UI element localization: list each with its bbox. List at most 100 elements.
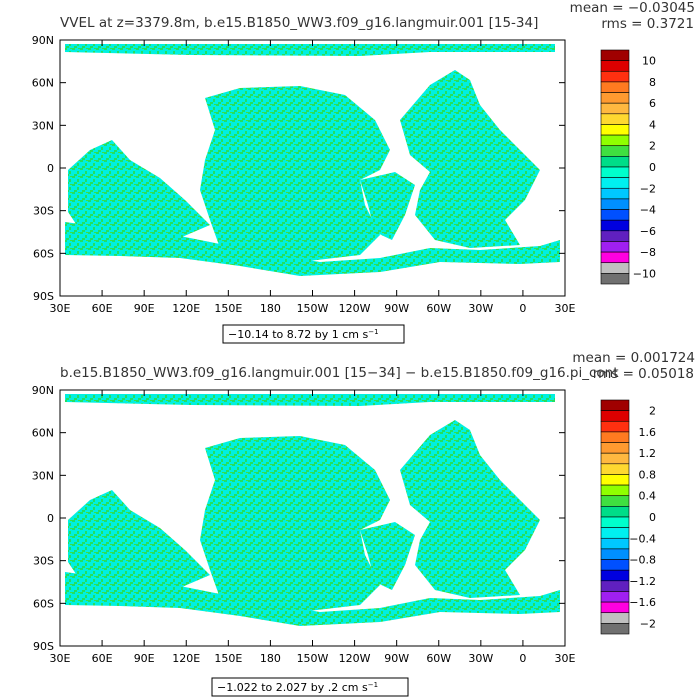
- colorbar: 2 1.6 1.2 0.8 0.4 0 −0.4 −0.8 −1.2 −1.6 −2: [600, 399, 657, 635]
- ocean-atlantic: [400, 420, 540, 598]
- colorbar-segment: [600, 60, 630, 72]
- colorbar-label: 6: [649, 97, 656, 110]
- ocean-arctic: [65, 44, 555, 56]
- y-tick-label: 60N: [32, 427, 54, 440]
- x-tick-label: 30E: [50, 302, 71, 315]
- colorbar-segment: [600, 612, 630, 624]
- x-tick-label: 120E: [172, 302, 200, 315]
- map-plot: 30E 60E 90E 120E 150E 180 150W 120W 90W 60W 30W 0 30…: [32, 34, 576, 315]
- colorbar-segment: [600, 81, 630, 93]
- rms-stat: rms = 0.3721: [601, 16, 694, 32]
- y-tick-label: 0: [47, 512, 54, 525]
- range-box: −1.022 to 2.027 by .2 cm s−1: [211, 677, 409, 697]
- x-tick-label: 90W: [384, 652, 409, 665]
- colorbar-label: 1.6: [639, 426, 657, 439]
- x-tick-label: 120W: [339, 652, 371, 665]
- x-tick-label: 90E: [134, 302, 155, 315]
- colorbar-segment: [600, 452, 630, 465]
- x-tick-label: 30E: [555, 652, 576, 665]
- colorbar-segment: [600, 166, 630, 178]
- range-label: −10.14 to 8.72 by 1 cm s−1: [228, 328, 379, 341]
- x-tick-label: 150E: [214, 652, 242, 665]
- colorbar-segment: [600, 537, 630, 550]
- colorbar-segment: [600, 601, 630, 614]
- panel-bottom: b.e15.B1850_WW3.f09_g16.langmuir.001 [15…: [32, 350, 695, 697]
- colorbar-label: −8: [640, 246, 656, 259]
- colorbar-label: −10: [633, 267, 656, 280]
- colorbar-segment: [600, 198, 630, 210]
- y-tick-label: 30S: [33, 555, 54, 568]
- colorbar-segment: [600, 474, 630, 486]
- colorbar-segment: [600, 569, 630, 582]
- colorbar-segment: [600, 420, 630, 433]
- x-tick-label: 120W: [339, 302, 371, 315]
- colorbar-label: −2: [640, 182, 656, 195]
- colorbar-label: 4: [649, 118, 656, 131]
- x-tick-label: 180: [260, 652, 281, 665]
- x-tick-label: 90E: [134, 652, 155, 665]
- x-tick-label: 60E: [92, 302, 113, 315]
- colorbar-label: 0: [649, 511, 656, 524]
- colorbar-label: −1.2: [629, 575, 656, 588]
- ocean-field: [65, 394, 560, 626]
- y-tick-label: 90S: [33, 290, 54, 303]
- mean-stat: mean = 0.001724: [572, 350, 695, 366]
- rms-stat: rms = 0.05018: [593, 366, 694, 382]
- y-tick-label: 60S: [33, 247, 54, 260]
- colorbar: 10 8 6 4 2 0 −2 −4 −6 −8 −10: [600, 49, 656, 285]
- x-tick-label: 30W: [468, 302, 493, 315]
- colorbar-segment: [600, 527, 630, 539]
- ocean-indian: [68, 490, 210, 590]
- colorbar-label: −4: [640, 204, 656, 217]
- colorbar-segment: [600, 70, 630, 83]
- colorbar-segment: [600, 399, 630, 411]
- colorbar-segment: [600, 262, 630, 274]
- colorbar-segment: [600, 442, 630, 454]
- x-tick-label: 30E: [50, 652, 71, 665]
- colorbar-segment: [600, 463, 630, 475]
- x-tick-label: 60E: [92, 652, 113, 665]
- colorbar-label: 10: [642, 55, 656, 68]
- colorbar-segment: [600, 410, 630, 422]
- y-tick-label: 90N: [32, 34, 54, 47]
- map-plot: 30E 60E 90E 120E 150E 180 150W 120W 90W 60W 30W 0 30…: [32, 384, 576, 665]
- colorbar-segment: [600, 241, 630, 253]
- colorbar-segment: [600, 484, 630, 497]
- colorbar-segment: [600, 516, 630, 528]
- x-axis: 30E 60E 90E 120E 150E 180 150W 120W 90W 60W 30W 0 30…: [50, 40, 576, 315]
- x-tick-label: 0: [519, 652, 526, 665]
- colorbar-segment: [600, 506, 630, 518]
- colorbar-segment: [600, 177, 630, 189]
- y-tick-label: 30S: [33, 205, 54, 218]
- colorbar-segment: [600, 548, 630, 560]
- colorbar-segment: [600, 187, 630, 200]
- colorbar-segment: [600, 49, 630, 61]
- panel-top: VVEL at z=3379.8m, b.e15.B1850_WW3.f09_g…: [32, 0, 695, 344]
- colorbar-label: 0.4: [639, 490, 657, 503]
- x-tick-label: 180: [260, 302, 281, 315]
- panel-title: b.e15.B1850_WW3.f09_g16.langmuir.001 [15…: [60, 365, 619, 381]
- colorbar-segment: [600, 559, 630, 571]
- y-tick-label: 90N: [32, 384, 54, 397]
- ocean-southern: [65, 222, 560, 276]
- colorbar-segment: [600, 273, 630, 285]
- colorbar-label: 0.8: [639, 468, 657, 481]
- colorbar-label: 2: [649, 405, 656, 418]
- colorbar-segment: [600, 113, 630, 125]
- y-tick-label: 60N: [32, 77, 54, 90]
- colorbar-label: −0.4: [629, 532, 656, 545]
- colorbar-segment: [600, 580, 630, 592]
- x-tick-label: 150W: [297, 302, 329, 315]
- ocean-east-pacific: [360, 522, 415, 590]
- colorbar-segment: [600, 251, 630, 264]
- x-tick-label: 120E: [172, 652, 200, 665]
- colorbar-segment: [600, 219, 630, 232]
- x-axis: 30E 60E 90E 120E 150E 180 150W 120W 90W 60W 30W 0 30…: [50, 390, 576, 665]
- ocean-atlantic: [400, 70, 540, 248]
- x-tick-label: 90W: [384, 302, 409, 315]
- colorbar-segment: [600, 134, 630, 147]
- x-tick-label: 60W: [426, 302, 451, 315]
- colorbar-label: 8: [649, 76, 656, 89]
- x-tick-label: 150W: [297, 652, 329, 665]
- panel-title: VVEL at z=3379.8m, b.e15.B1850_WW3.f09_g…: [60, 15, 538, 31]
